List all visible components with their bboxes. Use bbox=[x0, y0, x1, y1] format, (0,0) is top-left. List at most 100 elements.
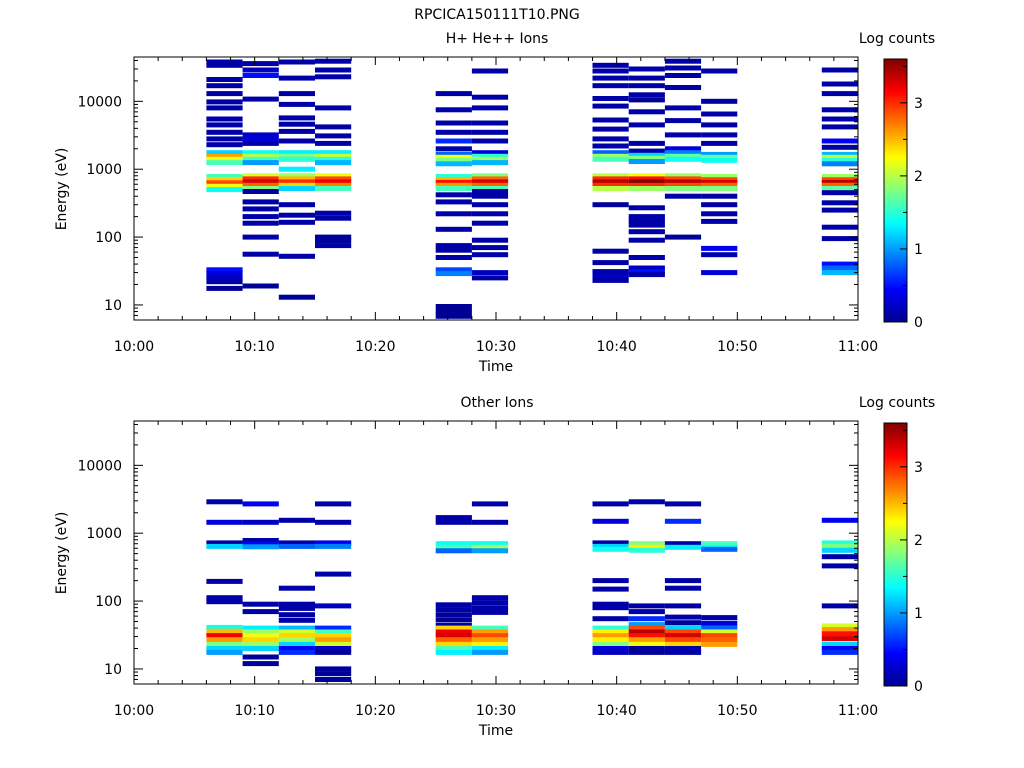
x-axis-label: Time bbox=[478, 723, 513, 739]
heatmap-cell bbox=[315, 182, 352, 188]
heatmap-cell bbox=[664, 146, 702, 152]
colorbar-label: Log counts bbox=[859, 31, 935, 47]
heatmap-cell bbox=[206, 77, 243, 82]
heatmap-cell bbox=[628, 625, 665, 631]
heatmap-cell bbox=[821, 627, 858, 633]
heatmap-cell bbox=[664, 182, 702, 188]
heatmap-cell bbox=[821, 641, 858, 647]
heatmap-cell bbox=[278, 179, 315, 185]
heatmap-cell bbox=[664, 173, 702, 179]
heatmap-cell bbox=[315, 156, 352, 162]
colorbar-label: Log counts bbox=[859, 395, 935, 411]
heatmap-cell bbox=[435, 211, 472, 217]
heatmap-cell bbox=[628, 229, 665, 235]
heatmap-cell bbox=[206, 628, 243, 634]
heatmap-cell bbox=[628, 544, 665, 550]
heatmap-cell bbox=[315, 160, 352, 166]
heatmap-cell bbox=[821, 261, 858, 267]
heatmap-cell bbox=[206, 99, 243, 105]
heatmap-cell bbox=[435, 129, 472, 135]
heatmap-cell bbox=[592, 601, 629, 607]
heatmap-cell bbox=[206, 599, 243, 605]
heatmap-cell bbox=[592, 649, 629, 655]
heatmap-cell bbox=[315, 629, 352, 635]
heatmap-cell bbox=[628, 541, 665, 547]
heatmap-cell bbox=[471, 600, 509, 606]
heatmap-cell bbox=[435, 548, 472, 554]
heatmap-cell bbox=[242, 234, 279, 240]
heatmap-cell bbox=[278, 617, 315, 623]
heatmap-cell bbox=[701, 177, 738, 183]
heatmap-cell bbox=[315, 646, 352, 651]
heatmap-cell bbox=[701, 122, 738, 128]
y-tick-label: 10000 bbox=[77, 94, 122, 110]
heatmap-cell bbox=[278, 59, 315, 65]
heatmap-cell bbox=[628, 222, 665, 228]
heatmap-cell bbox=[628, 637, 665, 643]
heatmap-cell bbox=[628, 97, 665, 103]
heatmap-cell bbox=[592, 616, 629, 622]
heatmap-cell bbox=[821, 631, 858, 637]
heatmap-cell bbox=[206, 129, 243, 135]
heatmap-cell bbox=[592, 625, 629, 631]
heatmap-cell bbox=[206, 59, 243, 65]
heatmap-cell bbox=[435, 192, 472, 198]
heatmap-cell bbox=[471, 252, 509, 258]
heatmap-cell bbox=[628, 218, 665, 224]
heatmap-cell bbox=[821, 161, 858, 167]
heatmap-cell bbox=[471, 211, 509, 217]
heatmap-cell bbox=[664, 179, 702, 185]
heatmap-cell bbox=[471, 633, 509, 639]
heatmap-cell bbox=[315, 210, 352, 216]
heatmap-cell bbox=[242, 132, 279, 138]
heatmap-cell bbox=[471, 220, 509, 226]
heatmap-cell bbox=[592, 586, 629, 592]
heatmap-cell bbox=[821, 186, 858, 191]
axes: 10:00 10:10 10:20 10:30 10:40 10:50 11:00 10 100… bbox=[77, 421, 878, 719]
heatmap-cell bbox=[278, 156, 315, 162]
heatmap-cell bbox=[592, 68, 629, 74]
heatmap-cell bbox=[821, 116, 858, 122]
heatmap-cell bbox=[664, 186, 702, 191]
heatmap-cell bbox=[435, 146, 472, 152]
heatmap-cell bbox=[592, 543, 629, 549]
heatmap-cell bbox=[701, 68, 738, 74]
heatmap-cell bbox=[471, 629, 509, 635]
heatmap-cell bbox=[435, 625, 472, 631]
heatmap-cell bbox=[821, 603, 858, 609]
heatmap-cell bbox=[664, 578, 702, 584]
x-tick-label: 10:30 bbox=[476, 703, 516, 719]
heatmap-cell bbox=[242, 214, 279, 220]
heatmap-cell bbox=[664, 234, 702, 240]
heatmap-cell bbox=[315, 58, 352, 64]
heatmap-cell bbox=[435, 309, 472, 314]
heatmap-cell bbox=[471, 120, 509, 126]
x-tick-label: 10:00 bbox=[114, 339, 154, 355]
colorbar-ticks: 0 1 2 3 bbox=[900, 65, 923, 331]
heatmap-cell bbox=[471, 189, 509, 194]
heatmap-cell bbox=[242, 182, 279, 188]
heatmap-cell bbox=[664, 501, 702, 507]
heatmap-cell bbox=[242, 173, 279, 179]
heatmap-cell bbox=[435, 255, 472, 260]
heatmap-cell bbox=[471, 649, 509, 655]
heatmap-cell bbox=[664, 73, 702, 78]
heatmap-cell bbox=[628, 616, 665, 622]
heatmap-cell bbox=[278, 182, 315, 188]
heatmap-cell bbox=[664, 65, 702, 71]
heatmap-cell bbox=[206, 279, 243, 285]
heatmap-cell bbox=[628, 641, 665, 647]
heatmap-cell bbox=[664, 58, 702, 64]
heatmap-cell bbox=[206, 174, 243, 179]
heatmap-cell bbox=[592, 182, 629, 188]
heatmap-cell bbox=[435, 177, 472, 183]
heatmap-cell bbox=[278, 625, 315, 631]
heatmap-cell bbox=[435, 304, 472, 309]
heatmap-cell bbox=[628, 83, 665, 89]
heatmap-cell bbox=[242, 189, 279, 194]
heatmap-cell bbox=[628, 609, 665, 615]
figure-title: RPCICA150111T10.PNG bbox=[414, 7, 579, 23]
heatmap-cell bbox=[471, 595, 509, 601]
heatmap-cell bbox=[471, 105, 509, 111]
heatmap-cell bbox=[471, 541, 509, 547]
